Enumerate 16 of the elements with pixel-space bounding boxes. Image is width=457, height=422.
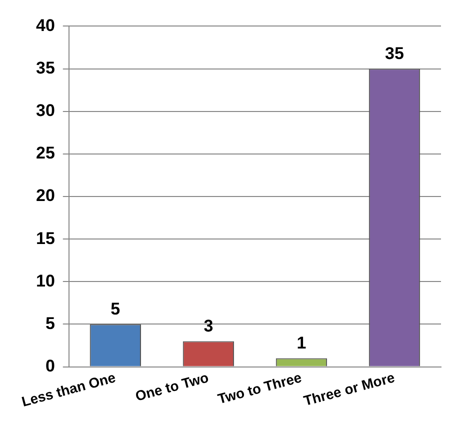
x-tick-label: One to Two — [133, 369, 210, 404]
y-tick-label: 10 — [36, 271, 55, 290]
y-tick-label: 20 — [36, 186, 55, 206]
x-tick-label: Three or More — [302, 369, 396, 409]
y-tick-label: 25 — [36, 144, 55, 163]
data-label: 5 — [110, 299, 120, 318]
x-tick-label: Two to Three — [216, 369, 304, 407]
y-tick-label: 40 — [36, 16, 55, 35]
data-label: 1 — [296, 333, 306, 352]
data-label: 3 — [204, 316, 214, 336]
data-label: 35 — [385, 44, 404, 63]
y-tick-label: 35 — [36, 58, 55, 78]
y-tick-label: 15 — [36, 228, 55, 248]
y-tick-label: 30 — [36, 101, 55, 120]
y-tick-label: 5 — [45, 314, 55, 333]
y-tick-label: 0 — [45, 356, 55, 376]
